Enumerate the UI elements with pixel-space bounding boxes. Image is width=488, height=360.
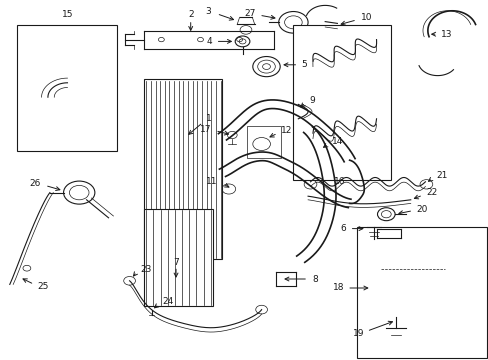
Bar (356, 227, 486, 358)
Text: 17: 17 (200, 125, 211, 134)
FancyBboxPatch shape (366, 234, 459, 320)
Text: 1: 1 (205, 114, 211, 123)
Text: 12: 12 (281, 126, 292, 135)
Text: 23: 23 (140, 265, 151, 274)
Text: 9: 9 (308, 95, 314, 104)
Text: 26: 26 (30, 179, 41, 188)
Text: 15: 15 (61, 10, 73, 19)
Text: 7: 7 (173, 258, 179, 267)
Text: 24: 24 (162, 297, 173, 306)
Text: 13: 13 (440, 30, 452, 39)
Text: 2: 2 (187, 10, 193, 19)
Text: 8: 8 (311, 274, 317, 284)
Text: 14: 14 (331, 137, 342, 146)
Text: 20: 20 (416, 205, 427, 214)
Text: 25: 25 (38, 282, 49, 291)
Text: 6: 6 (340, 224, 346, 233)
Text: 21: 21 (436, 171, 447, 180)
Bar (246, 126, 281, 158)
Text: 19: 19 (352, 328, 364, 338)
Text: 3: 3 (204, 7, 210, 16)
Text: 27: 27 (244, 9, 255, 18)
Text: 4: 4 (206, 37, 212, 46)
Text: 10: 10 (360, 13, 372, 22)
Text: 11: 11 (205, 177, 217, 186)
Text: 16: 16 (333, 177, 345, 186)
Bar (144, 79, 222, 259)
Text: 22: 22 (426, 189, 437, 197)
Bar (17, 25, 117, 151)
Bar (293, 25, 390, 180)
Bar (144, 209, 212, 306)
Text: 5: 5 (301, 60, 307, 69)
Text: 18: 18 (332, 284, 344, 292)
